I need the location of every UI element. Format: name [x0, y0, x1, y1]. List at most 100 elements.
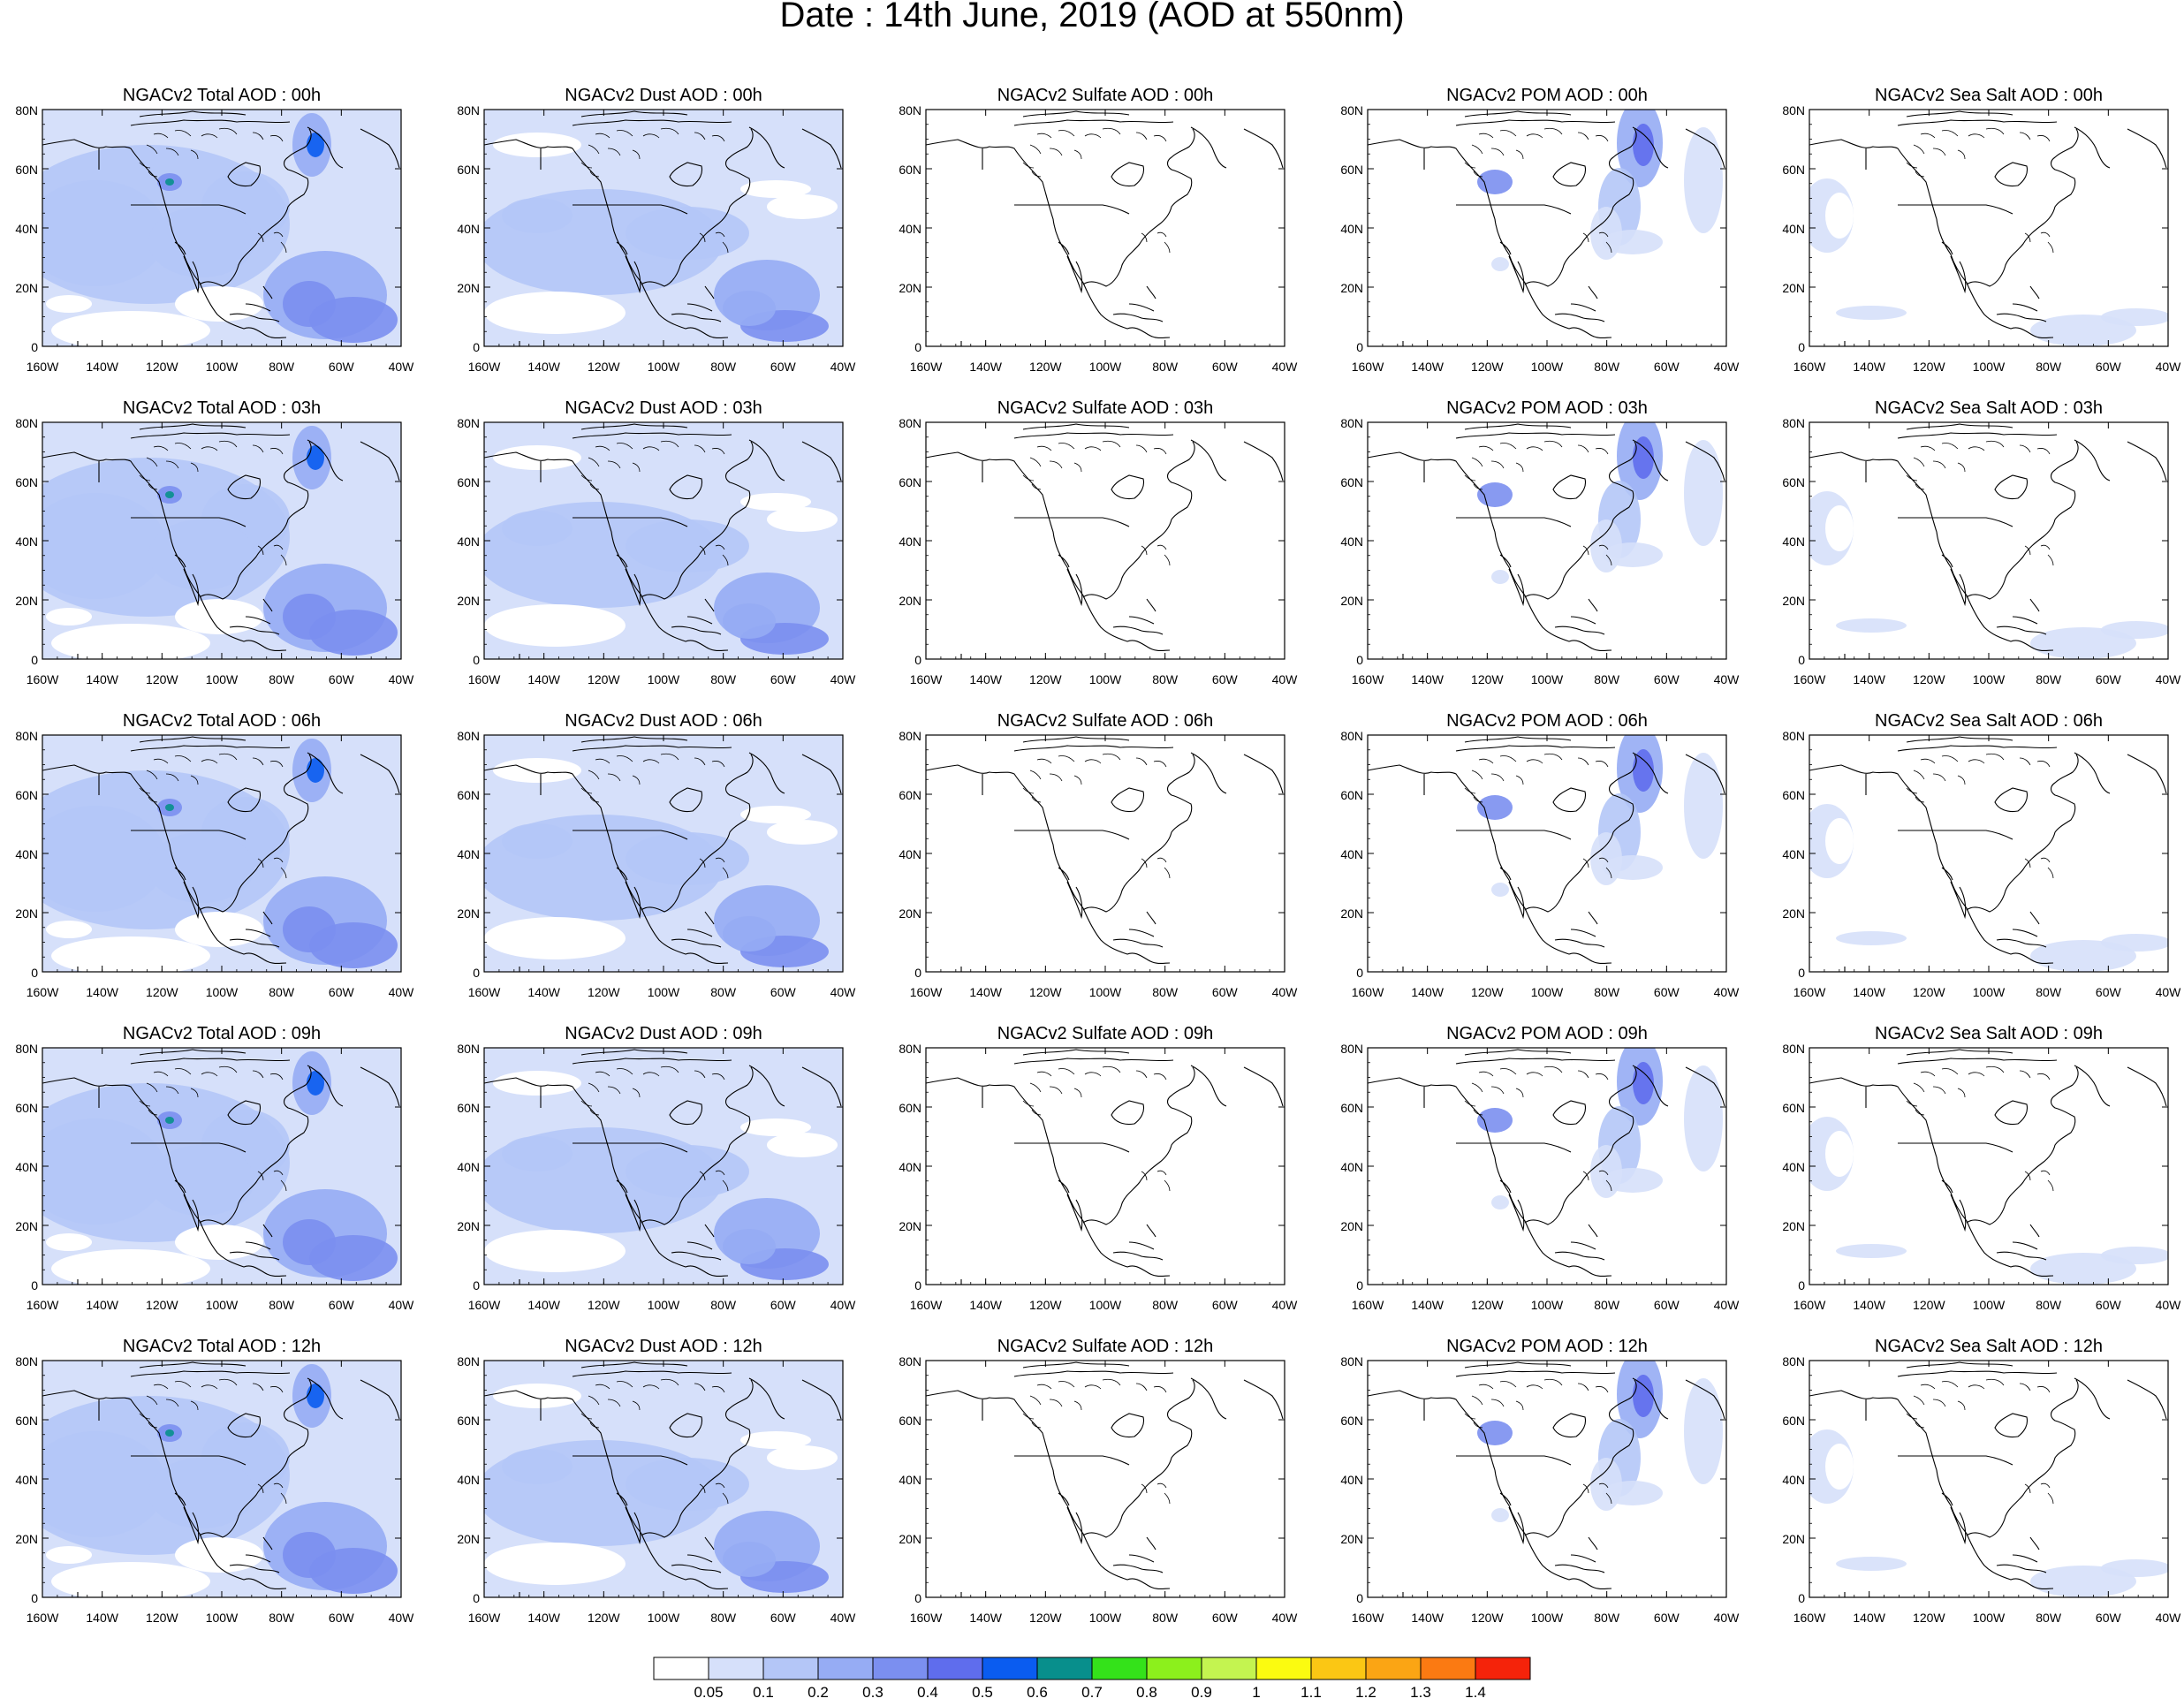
y-tick-label: 80N	[15, 1042, 38, 1056]
aod-patch	[283, 1219, 336, 1265]
y-tick-label: 0	[1798, 966, 1805, 980]
x-tick-label: 80W	[1152, 1298, 1179, 1312]
y-tick-label: 60N	[1340, 1101, 1363, 1115]
colorbar-swatch	[1310, 1657, 1367, 1680]
y-tick-label: 40N	[15, 1473, 38, 1487]
x-tick-label: 140W	[969, 985, 1002, 999]
x-tick-label: 100W	[648, 360, 680, 374]
x-tick-label: 160W	[27, 985, 59, 999]
x-tick-label: 140W	[527, 1611, 560, 1625]
y-tick-label: 80N	[1340, 729, 1363, 743]
y-tick-label: 40N	[457, 847, 480, 861]
colorbar-swatch	[653, 1657, 709, 1680]
y-tick-label: 80N	[15, 729, 38, 743]
x-tick-label: 120W	[588, 360, 620, 374]
aod-field	[1368, 735, 1726, 972]
y-tick-label: 20N	[15, 281, 38, 295]
y-tick-label: 20N	[457, 1532, 480, 1546]
y-tick-label: 60N	[457, 788, 480, 802]
y-tick-label: 60N	[15, 475, 38, 489]
x-tick-label: 120W	[1913, 360, 1945, 374]
y-tick-label: 20N	[1782, 1532, 1805, 1546]
map-panel: NGACv2 Sea Salt AOD : 06h 80N 60N 40N 20N 0 16…	[1782, 711, 2181, 999]
y-tick-label: 0	[31, 966, 38, 980]
aod-patch	[165, 178, 174, 186]
colorbar-swatch	[1201, 1657, 1257, 1680]
x-tick-label: 80W	[2036, 985, 2062, 999]
x-tick-label: 80W	[269, 985, 295, 999]
y-tick-label: 0	[1356, 340, 1363, 354]
x-tick-label: 100W	[206, 1298, 239, 1312]
y-tick-label: 60N	[1340, 1414, 1363, 1428]
clean-air-patch	[740, 493, 811, 511]
x-tick-label: 60W	[2096, 672, 2122, 686]
x-tick-label: 100W	[1089, 1611, 1122, 1625]
y-tick-label: 40N	[899, 847, 921, 861]
colorbar-swatch	[817, 1657, 874, 1680]
x-tick-label: 80W	[269, 360, 295, 374]
y-tick-label: 80N	[1782, 103, 1805, 118]
x-tick-label: 120W	[1029, 360, 1062, 374]
clean-air-patch	[767, 820, 838, 845]
x-tick-label: 140W	[969, 672, 1002, 686]
x-tick-label: 40W	[830, 985, 857, 999]
x-tick-label: 100W	[1531, 985, 1564, 999]
y-tick-label: 40N	[1340, 847, 1363, 861]
y-tick-label: 40N	[15, 222, 38, 236]
colorbar-swatch	[872, 1657, 929, 1680]
aod-patch	[723, 916, 776, 952]
x-tick-label: 140W	[86, 672, 118, 686]
map-panel: NGACv2 Total AOD : 00h 80N 60N 40N 20N 0 160W 1…	[15, 86, 415, 374]
x-tick-label: 160W	[910, 985, 943, 999]
y-tick-label: 40N	[1782, 847, 1805, 861]
y-tick-label: 0	[1356, 1591, 1363, 1605]
x-tick-label: 120W	[588, 985, 620, 999]
y-tick-label: 0	[1356, 966, 1363, 980]
map-panel: NGACv2 Total AOD : 03h 80N 60N 40N 20N 0 160W 1…	[15, 398, 414, 686]
colorbar-swatch	[1146, 1657, 1202, 1680]
aod-patch	[42, 493, 166, 599]
x-tick-label: 40W	[2156, 360, 2182, 374]
y-tick-label: 60N	[1340, 475, 1363, 489]
x-tick-label: 60W	[770, 1298, 797, 1312]
aod-field	[42, 1361, 401, 1597]
aod-patch	[2101, 934, 2168, 952]
x-tick-label: 140W	[969, 1611, 1002, 1625]
x-tick-label: 40W	[389, 360, 415, 374]
aod-patch	[165, 1429, 174, 1437]
map-panel: NGACv2 POM AOD : 00h 80N 60N 40N 20N 0 160W 140…	[1340, 86, 1740, 374]
x-tick-label: 80W	[710, 672, 737, 686]
clean-air-patch	[51, 1249, 210, 1285]
x-tick-label: 140W	[86, 360, 118, 374]
x-tick-label: 140W	[1411, 360, 1444, 374]
y-tick-label: 20N	[457, 281, 480, 295]
aod-patch	[165, 491, 174, 498]
y-tick-label: 20N	[15, 594, 38, 608]
x-tick-label: 40W	[2156, 1298, 2182, 1312]
y-tick-label: 20N	[457, 594, 480, 608]
x-tick-label: 80W	[1152, 360, 1179, 374]
y-tick-label: 0	[473, 1591, 480, 1605]
x-tick-label: 160W	[1793, 360, 1826, 374]
aod-patch	[1491, 1508, 1509, 1522]
map-panel: NGACv2 Sea Salt AOD : 00h 80N 60N 40N 20N 0 16…	[1782, 86, 2181, 374]
panel-title: NGACv2 Sea Salt AOD : 03h	[1875, 398, 2103, 418]
x-tick-label: 40W	[1714, 985, 1740, 999]
aod-field	[926, 1361, 1285, 1597]
x-tick-label: 100W	[1531, 1611, 1564, 1625]
x-tick-label: 100W	[1531, 360, 1564, 374]
y-tick-label: 40N	[899, 222, 921, 236]
aod-field	[42, 1048, 401, 1285]
y-tick-label: 80N	[1782, 729, 1805, 743]
clean-air-patch	[46, 921, 92, 938]
y-tick-label: 20N	[1782, 594, 1805, 608]
map-panel: NGACv2 POM AOD : 03h 80N 60N 40N 20N 0 160W 140…	[1340, 398, 1740, 686]
aod-patch	[1684, 753, 1723, 859]
y-tick-label: 80N	[457, 1042, 480, 1056]
x-tick-label: 60W	[2096, 985, 2122, 999]
x-tick-label: 80W	[710, 1298, 737, 1312]
x-tick-label: 100W	[1973, 1298, 2006, 1312]
x-tick-label: 60W	[1212, 1611, 1239, 1625]
y-tick-label: 40N	[1340, 1473, 1363, 1487]
